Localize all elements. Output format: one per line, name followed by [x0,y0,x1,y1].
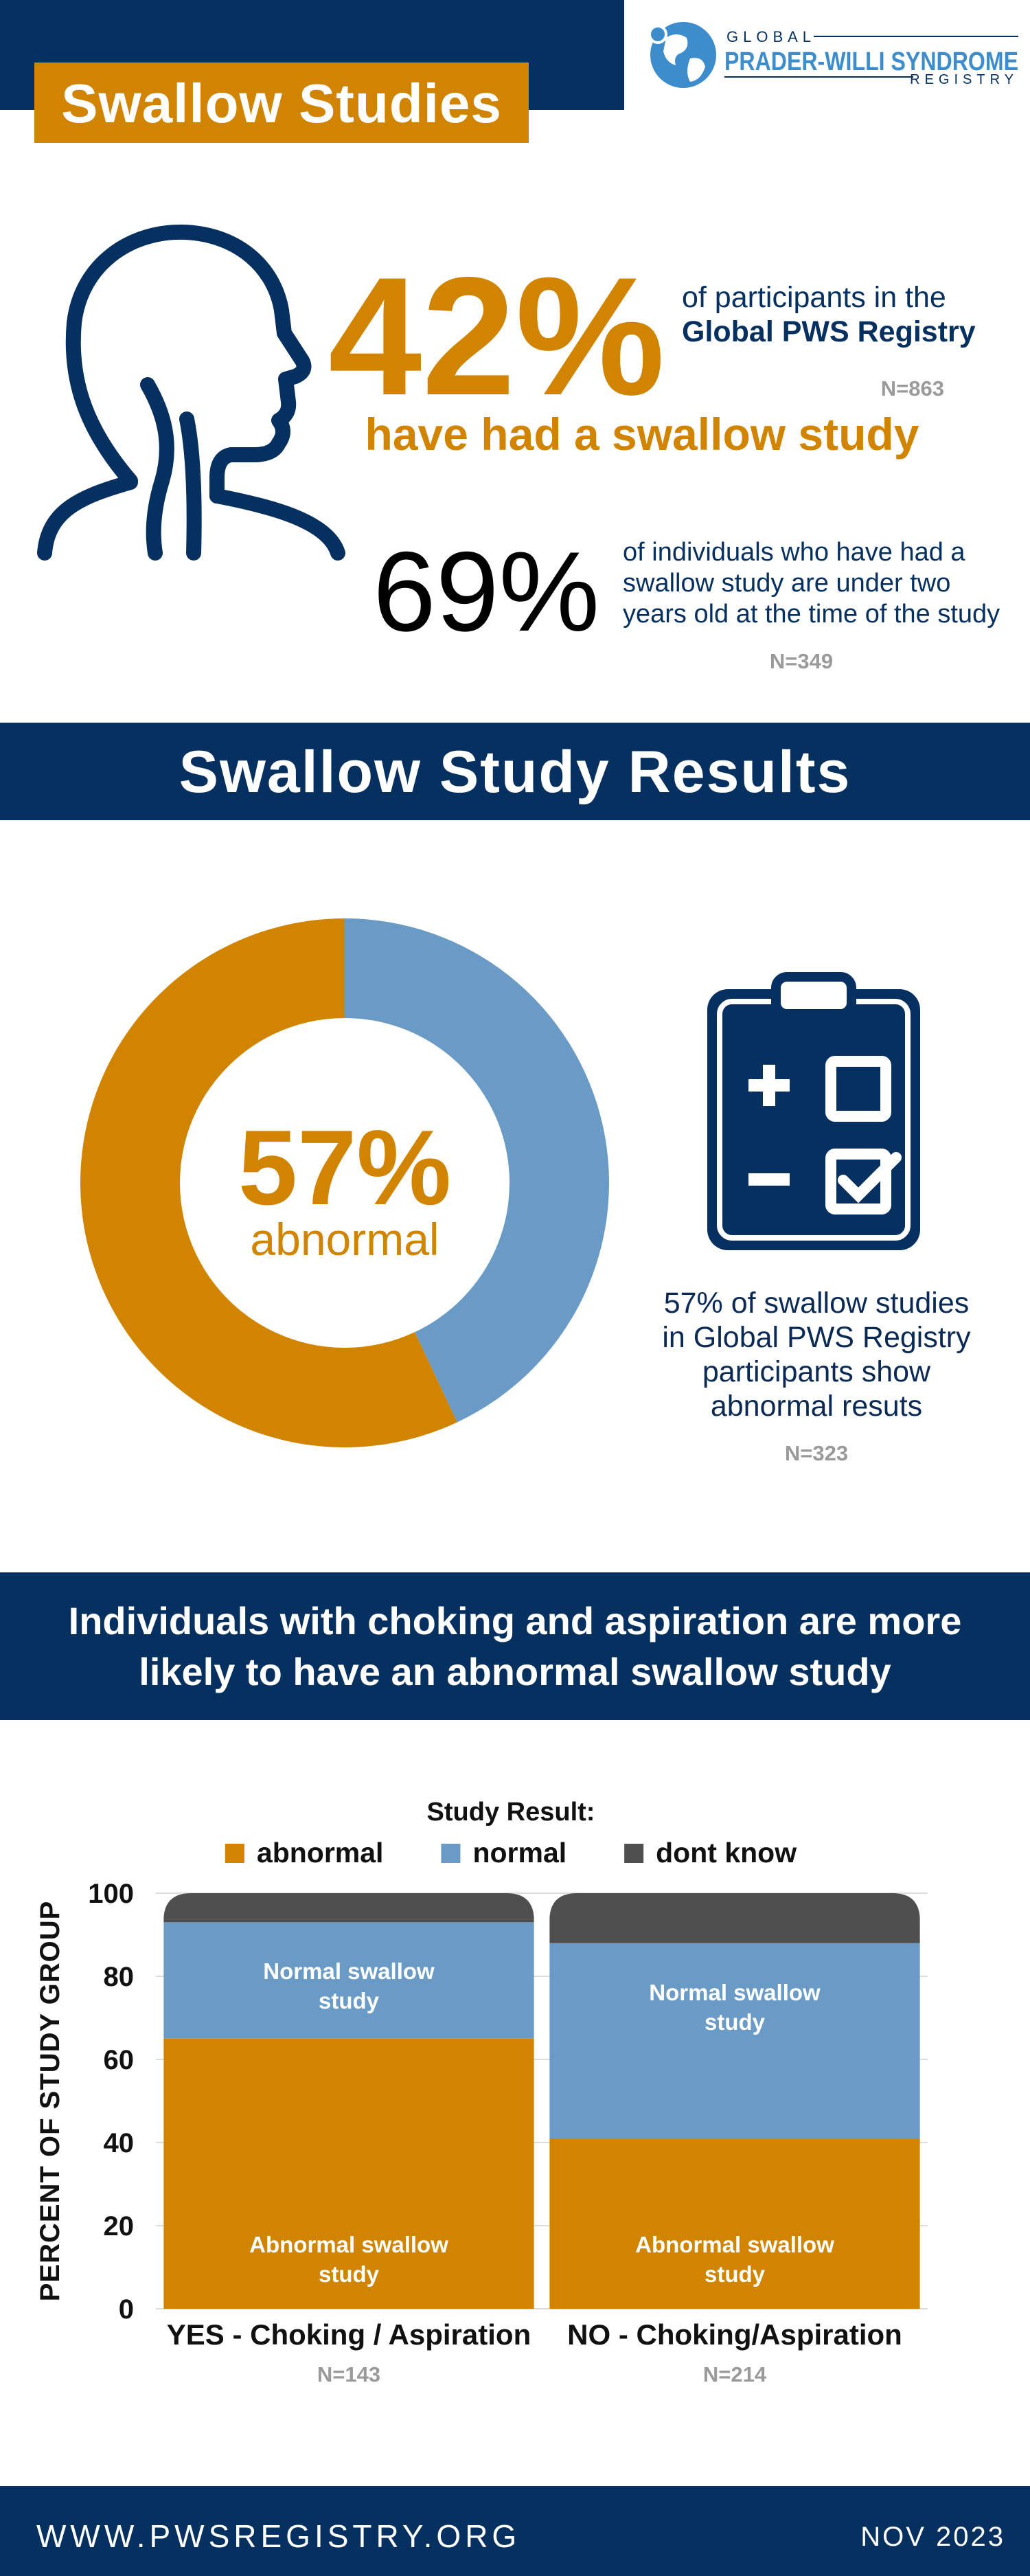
stat-n: N=349 [770,649,833,673]
bar-stack [163,1893,534,2309]
footer-band [0,2486,1030,2576]
stat-text: of individuals who have had a swallow st… [623,538,1000,629]
legend-label: normal [472,1837,566,1868]
y-tick-label: 40 [104,2128,135,2158]
logo: GLOBAL PRADER-WILLI SYNDROME REGISTRY [648,22,1018,88]
logo-line1: GLOBAL [726,28,816,45]
section-title: Swallow Study Results [179,739,851,805]
x-tick-note: N=214 [703,2362,767,2386]
page-title: Swallow Studies [61,73,502,134]
donut-segment [345,918,609,1423]
section-title: Individuals with choking and aspiration … [68,1598,962,1693]
donut-n: N=323 [785,1441,848,1465]
y-tick-label: 0 [119,2294,134,2325]
left-shoulder [37,475,138,561]
donut-segment [80,918,457,1447]
stat-n: N=863 [881,376,944,400]
bar-segment [549,2138,920,2309]
logo-line2: PRADER-WILLI SYNDROME [724,47,1018,76]
bar-stack [549,1893,920,2309]
bar-annotation: Abnormal swallow study [635,2232,834,2287]
head-outline [65,224,312,504]
plus-sign [748,1065,790,1106]
x-tick-label: NO - Choking/Aspiration [567,2318,902,2351]
stat-caption: have had a swallow study [365,409,919,460]
bar-segment [163,1922,534,2039]
logo-dot [648,25,667,44]
legend: abnormal normal dont know [225,1837,797,1868]
x-tick-note: N=143 [317,2362,380,2386]
legend-swatch [225,1844,244,1863]
y-tick-label: 60 [104,2045,135,2075]
x-tick-label: YES - Choking / Aspiration [167,2318,531,2351]
stat-value: 42% [328,242,665,430]
donut-center-label: abnormal [250,1214,439,1265]
check-box [825,1056,891,1122]
bar-segment [163,1893,534,1923]
legend-label: dont know [656,1837,797,1868]
footer-date: NOV 2023 [860,2522,1005,2552]
bar-segment [163,2038,534,2309]
logo-line3: REGISTRY [910,72,1018,87]
head-icon [37,224,345,561]
logo-land [663,34,705,82]
legend-label: abnormal [257,1837,384,1868]
throat-line [179,411,202,561]
throat-line [140,377,174,561]
legend-swatch [624,1844,644,1863]
check-mark [838,1152,902,1204]
legend-title: Study Result: [427,1798,595,1827]
bar-annotation: Abnormal swallow study [249,2232,448,2287]
right-shoulder [209,488,345,561]
bar-annotation: Normal swallow study [649,1979,821,2035]
check-box [825,1149,891,1214]
section-band [0,723,1030,820]
bar-segment [549,1943,920,2138]
clipboard-icon [707,972,920,1250]
section-band [0,1572,1030,1720]
y-tick-label: 20 [104,2211,135,2241]
y-tick-label: 100 [88,1879,134,1909]
stat-emphasis: Global PWS Registry [682,315,976,348]
donut-description: 57% of swallow studies in Global PWS Reg… [662,1287,971,1423]
clipboard-clip [771,972,856,1019]
title-box [34,63,529,143]
donut-center-value: 57% [238,1108,451,1227]
legend-swatch [441,1844,461,1863]
bar-annotation: Normal swallow study [263,1958,435,2014]
y-tick-label: 80 [104,1962,135,1992]
footer-url: WWW.PWSREGISTRY.ORG [36,2518,520,2554]
bar-segment [549,1893,920,1943]
stat-value: 69% [373,528,599,655]
y-axis-label: PERCENT OF STUDY GROUP [35,1901,65,2302]
stat-text: of participants in the [682,281,946,314]
